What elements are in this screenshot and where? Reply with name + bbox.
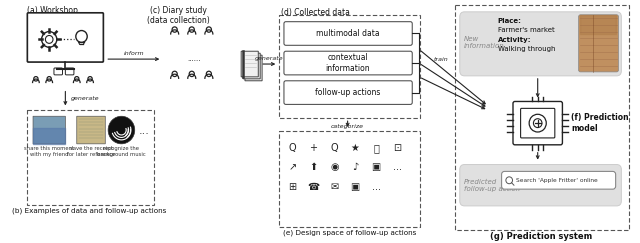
Text: +: + [309,143,317,153]
FancyBboxPatch shape [243,53,260,79]
FancyBboxPatch shape [245,55,262,81]
Text: recognize the
background music: recognize the background music [97,146,146,156]
Text: ......: ...... [187,56,200,62]
Circle shape [108,116,135,144]
Text: multimodal data: multimodal data [316,29,380,38]
FancyBboxPatch shape [520,108,555,138]
Text: New
information: New information [463,36,504,49]
Text: (c) Diary study
(data collection): (c) Diary study (data collection) [147,6,210,25]
Text: ⊡: ⊡ [393,143,401,153]
Text: inform: inform [124,51,144,56]
Text: Walking through: Walking through [498,46,556,52]
Text: (g) Prediction system: (g) Prediction system [490,233,593,242]
FancyBboxPatch shape [502,171,616,189]
Text: Predicted
follow-up action: Predicted follow-up action [463,179,520,192]
Bar [455,5,629,230]
Text: ...: ... [392,163,401,173]
Text: ▣: ▣ [351,182,360,192]
Text: Q: Q [289,143,296,153]
FancyBboxPatch shape [33,116,65,144]
Text: ★: ★ [351,143,360,153]
FancyBboxPatch shape [241,51,259,77]
FancyBboxPatch shape [77,116,105,144]
Text: ◉: ◉ [330,163,339,173]
Text: ⧉: ⧉ [373,143,379,153]
Text: follow-up actions: follow-up actions [315,88,380,97]
Text: (f) Prediction
model: (f) Prediction model [571,113,628,133]
FancyBboxPatch shape [54,68,63,75]
Text: categorize: categorize [331,124,364,129]
FancyBboxPatch shape [28,13,104,62]
Text: ...: ... [372,182,381,192]
FancyBboxPatch shape [284,81,412,104]
Text: (a) Workshop: (a) Workshop [28,6,78,15]
Text: generate: generate [71,96,100,101]
Text: Search 'Apple Fritter' online: Search 'Apple Fritter' online [516,178,598,183]
Bar [28,110,154,205]
Text: ⊞: ⊞ [289,182,296,192]
Text: save the receipt
for later reference: save the receipt for later reference [67,146,115,156]
FancyBboxPatch shape [579,15,618,72]
Text: (b) Examples of data and follow-up actions: (b) Examples of data and follow-up actio… [12,208,166,214]
Bar [279,15,420,118]
FancyBboxPatch shape [513,102,563,145]
Text: share this moment
with my friend: share this moment with my friend [24,146,74,156]
Text: ☎: ☎ [307,182,319,192]
Text: ↗: ↗ [289,163,296,173]
Text: generate: generate [255,56,283,61]
Text: Farmer's market: Farmer's market [498,26,554,33]
Circle shape [533,119,542,128]
Text: Place:: Place: [498,18,522,24]
Bar [279,131,420,226]
Text: (e) Design space of follow-up actions: (e) Design space of follow-up actions [283,230,416,236]
Text: contextual
information: contextual information [325,53,370,73]
Text: train: train [433,57,448,62]
FancyBboxPatch shape [284,51,412,75]
Text: ▣: ▣ [371,163,381,173]
Text: Q: Q [330,143,338,153]
Text: ⬆: ⬆ [309,163,317,173]
Text: ✉: ✉ [330,182,339,192]
Circle shape [45,35,53,43]
FancyBboxPatch shape [65,68,74,75]
Text: (d) Collected data: (d) Collected data [281,8,350,17]
Text: ...: ... [139,126,150,136]
Text: Activity:: Activity: [498,37,531,43]
Text: ♪: ♪ [352,163,358,173]
FancyBboxPatch shape [460,12,621,76]
FancyBboxPatch shape [284,22,412,45]
FancyBboxPatch shape [460,165,621,206]
